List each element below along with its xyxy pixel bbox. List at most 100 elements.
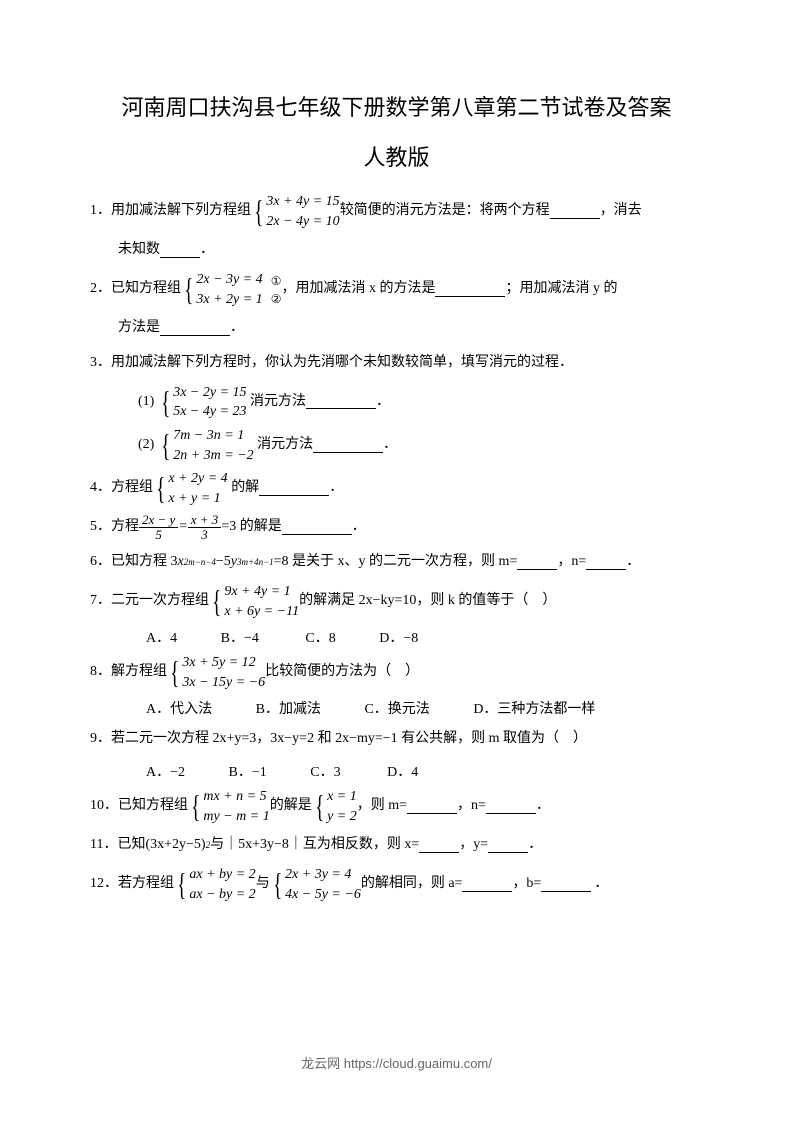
- q5-f1n: 2x − y: [139, 513, 178, 528]
- q11-mid1: 与｜5x+3y−8｜互为相反数，则 x=: [210, 830, 419, 861]
- q1-line2-tail: ．: [200, 235, 214, 266]
- q8-optD: D．三种方法都一样: [473, 696, 595, 724]
- q8-system: { 3x + 5y = 12 3x − 15y = −6: [167, 653, 265, 692]
- q12-eq1: ax + by = 2: [189, 865, 255, 885]
- q5-eq: =: [178, 512, 187, 543]
- q11-mid2: ，y=: [459, 830, 488, 861]
- q9-num: 9．: [90, 724, 111, 755]
- q10-mid2: ，则 m=: [357, 791, 407, 822]
- q5-num: 5．: [90, 512, 111, 543]
- q8-optA: A．代入法: [146, 696, 212, 724]
- q1-tail: ，消去: [600, 196, 642, 227]
- brace-icon: {: [212, 587, 221, 616]
- q2-eq1: 2x − 3y = 4: [196, 270, 262, 290]
- q5-frac2: x + 3 3: [188, 513, 222, 543]
- q12-eq4: 4x − 5y = −6: [285, 885, 361, 905]
- question-7-options: A．4 B．−4 C．8 D．−8: [90, 625, 703, 653]
- q5-tail: ．: [352, 512, 366, 543]
- blank: [462, 878, 512, 892]
- dot-icon: [381, 771, 384, 774]
- blank: [435, 283, 505, 297]
- q7-mid: 的解满足 2x−ky=10，则 k 的值等于（ ）: [299, 586, 556, 617]
- q6-mid2: =8 是关于 x、y 的二元一次方程，则 m=: [274, 547, 518, 578]
- q8-mid: 比较简便的方法为（ ）: [265, 657, 419, 688]
- question-8-options: A．代入法 B．加减法 C．换元法 D．三种方法都一样: [90, 696, 703, 724]
- q3-period2: ．: [383, 430, 397, 461]
- q3-num: 3．: [90, 348, 111, 379]
- brace-icon: {: [184, 275, 193, 304]
- blank: [407, 800, 457, 814]
- question-6: 6． 已知方程 3x2m−n−4 −5y3m+4n−1 =8 是关于 x、y 的…: [90, 547, 703, 578]
- q6-xexp: 2m−n−4: [184, 553, 216, 573]
- q6-num: 6．: [90, 547, 111, 578]
- brace-icon: {: [315, 792, 324, 821]
- q1-eq2: 2x − 4y = 10: [266, 212, 339, 232]
- q7-system: { 9x + 4y = 1 x + 6y = −11: [209, 582, 299, 621]
- q10-pre: 已知方程组: [118, 791, 188, 822]
- q11-num: 11．: [90, 830, 117, 861]
- q1-eq1: 3x + 4y = 15: [266, 192, 339, 212]
- q4-num: 4．: [90, 473, 111, 504]
- q2-line2-tail: ．: [230, 313, 244, 344]
- q9-text: 若二元一次方程 2x+y=3，3x−y=2 和 2x−my=−1 有公共解，则 …: [111, 724, 587, 755]
- q11-tail: ．: [528, 830, 542, 861]
- q7-num: 7．: [90, 586, 111, 617]
- blank: [419, 839, 459, 853]
- q12-system1: { ax + by = 2 ax − by = 2: [174, 865, 256, 904]
- q5-mid: =3 的解是: [221, 512, 281, 543]
- q5-f1d: 5: [152, 528, 165, 542]
- q7-optC: C．8: [305, 625, 335, 653]
- blank: [282, 521, 352, 535]
- blank: [541, 878, 591, 892]
- q12-mid1: 与: [256, 869, 270, 900]
- q12-pre: 若方程组: [118, 869, 174, 900]
- brace-icon: {: [177, 870, 186, 899]
- q10-eq2: my − m = 1: [203, 807, 269, 827]
- q6-tail: ．: [626, 547, 640, 578]
- q10-mid3: ，n=: [457, 791, 486, 822]
- page-subtitle: 人教版: [90, 140, 703, 172]
- q12-system2: { 2x + 3y = 4 4x − 5y = −6: [270, 865, 361, 904]
- q2-eq2: 3x + 2y = 1: [196, 290, 262, 310]
- q3-sub1-num: (1): [138, 387, 154, 418]
- question-7: 7． 二元一次方程组 { 9x + 4y = 1 x + 6y = −11 的解…: [90, 582, 703, 621]
- blank: [306, 395, 376, 409]
- brace-icon: {: [156, 474, 165, 503]
- q3-sub2-tail: 消元方法: [257, 430, 313, 461]
- q8-pre: 解方程组: [111, 657, 167, 688]
- q12-eq2: ax − by = 2: [189, 885, 255, 905]
- q4-eq1: x + 2y = 4: [168, 469, 227, 489]
- q4-pre: 方程组: [111, 473, 153, 504]
- circled-2: ②: [271, 290, 282, 308]
- q5-pre: 方程: [111, 512, 139, 543]
- q5-f2n: x + 3: [188, 513, 222, 528]
- q2-tail: ；用加减法消 y 的: [505, 274, 617, 305]
- q3-sub1-tail: 消元方法: [250, 387, 306, 418]
- q8-num: 8．: [90, 657, 111, 688]
- q1-line2-pre: 未知数: [118, 235, 160, 266]
- q4-mid: 的解: [231, 473, 259, 504]
- page-title: 河南周口扶沟县七年级下册数学第八章第二节试卷及答案: [90, 90, 703, 122]
- q9-optC: C．3: [310, 759, 340, 787]
- q7-optB: B．−4: [221, 625, 259, 653]
- question-4: 4． 方程组 { x + 2y = 4 x + y = 1 的解 ．: [90, 469, 703, 508]
- q3-text: 用加减法解下列方程时，你认为先消哪个未知数较简单，填写消元的过程．: [111, 348, 573, 379]
- q12-tail: ．: [594, 869, 608, 900]
- question-2: 2． 已知方程组 { 2x − 3y = 4 3x + 2y = 1 ① ② ，…: [90, 270, 703, 309]
- brace-icon: {: [191, 792, 200, 821]
- q2-num: 2．: [90, 274, 111, 305]
- q6-yexp: 3m+4n−1: [237, 553, 274, 573]
- q3-sub2-system: { 7m − 3n = 1 2n + 3m = −2: [158, 426, 254, 465]
- question-2-line2: 方法是 ．: [90, 313, 703, 344]
- q2-system: { 2x − 3y = 4 3x + 2y = 1: [181, 270, 263, 309]
- blank: [486, 800, 536, 814]
- question-3-sub1: (1) { 3x − 2y = 15 5x − 4y = 23 消元方法 ．: [90, 383, 703, 422]
- q9-optB: B．−1: [229, 759, 267, 787]
- q3-sub1-eq2: 5x − 4y = 23: [173, 402, 246, 422]
- blank: [160, 244, 200, 258]
- q3-sub1-eq1: 3x − 2y = 15: [173, 383, 246, 403]
- question-3-sub2: (2) { 7m − 3n = 1 2n + 3m = −2 消元方法 ．: [90, 426, 703, 465]
- question-5: 5． 方程 2x − y 5 = x + 3 3 =3 的解是 ．: [90, 512, 703, 543]
- q9-optD: D．4: [387, 759, 418, 787]
- blank: [313, 439, 383, 453]
